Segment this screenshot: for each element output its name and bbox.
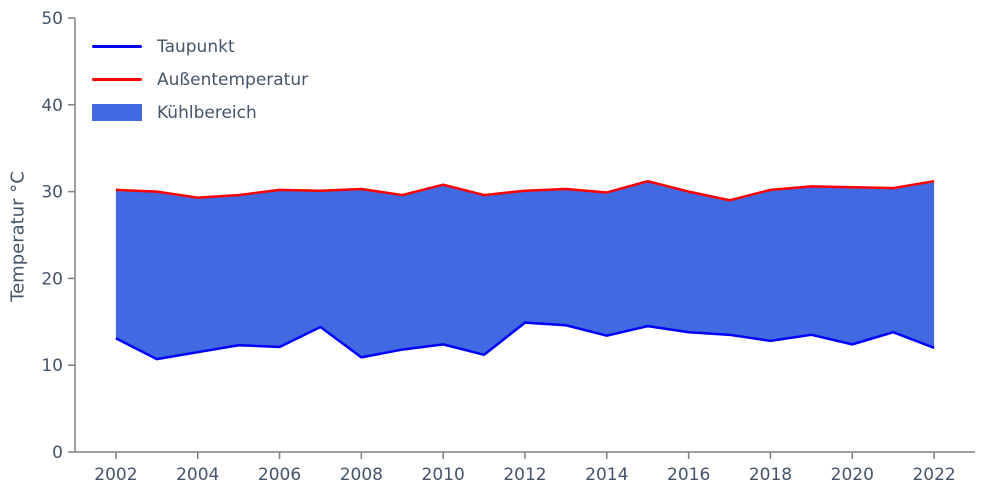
x-tick-label: 2002 <box>94 465 137 485</box>
x-tick-label: 2018 <box>749 465 792 485</box>
legend-label-kuehlbereich: Kühlbereich <box>157 102 257 123</box>
x-tick-label: 2004 <box>176 465 219 485</box>
legend-label-taupunkt: Taupunkt <box>157 36 235 57</box>
y-tick-label: 10 <box>41 356 63 376</box>
x-tick-label: 2006 <box>258 465 301 485</box>
legend-item-kuehlbereich: Kühlbereich <box>92 102 308 123</box>
legend-item-aussentemperatur: Außentemperatur <box>92 69 308 90</box>
x-tick-label: 2016 <box>667 465 710 485</box>
y-tick-label: 20 <box>41 269 63 289</box>
y-tick-label: 40 <box>41 96 63 116</box>
y-axis-label: Temperatur °C <box>7 171 29 302</box>
legend-label-aussentemperatur: Außentemperatur <box>157 69 309 90</box>
y-tick-label: 30 <box>41 183 63 203</box>
x-tick-label: 2010 <box>422 465 465 485</box>
aussentemperatur-line-swatch <box>92 78 142 81</box>
legend: Taupunkt Außentemperatur Kühlbereich <box>92 36 308 123</box>
aussentemperatur-line <box>115 179 935 202</box>
kuehlbereich-area <box>115 181 935 360</box>
taupunkt-line-swatch <box>92 45 142 48</box>
y-tick-label: 0 <box>52 443 63 463</box>
x-tick-label: 2022 <box>912 465 955 485</box>
taupunkt-line <box>115 321 935 361</box>
x-tick-label: 2014 <box>585 465 628 485</box>
x-tick-label: 2020 <box>831 465 874 485</box>
x-tick-label: 2012 <box>503 465 546 485</box>
kuehlbereich-area-swatch <box>92 104 142 121</box>
legend-item-taupunkt: Taupunkt <box>92 36 308 57</box>
x-tick-label: 2008 <box>340 465 383 485</box>
y-tick-label: 50 <box>41 9 63 29</box>
